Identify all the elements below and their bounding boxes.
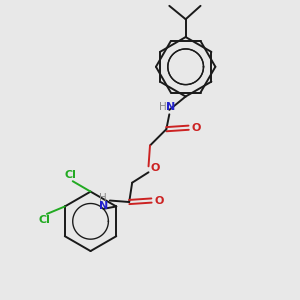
Text: H: H: [159, 103, 167, 112]
Text: O: O: [154, 196, 164, 206]
Text: N: N: [99, 201, 108, 211]
Text: N: N: [166, 103, 176, 112]
Text: O: O: [150, 163, 160, 173]
Text: O: O: [191, 123, 201, 133]
Text: H: H: [100, 193, 107, 202]
Text: Cl: Cl: [39, 215, 50, 225]
Text: Cl: Cl: [64, 170, 76, 180]
